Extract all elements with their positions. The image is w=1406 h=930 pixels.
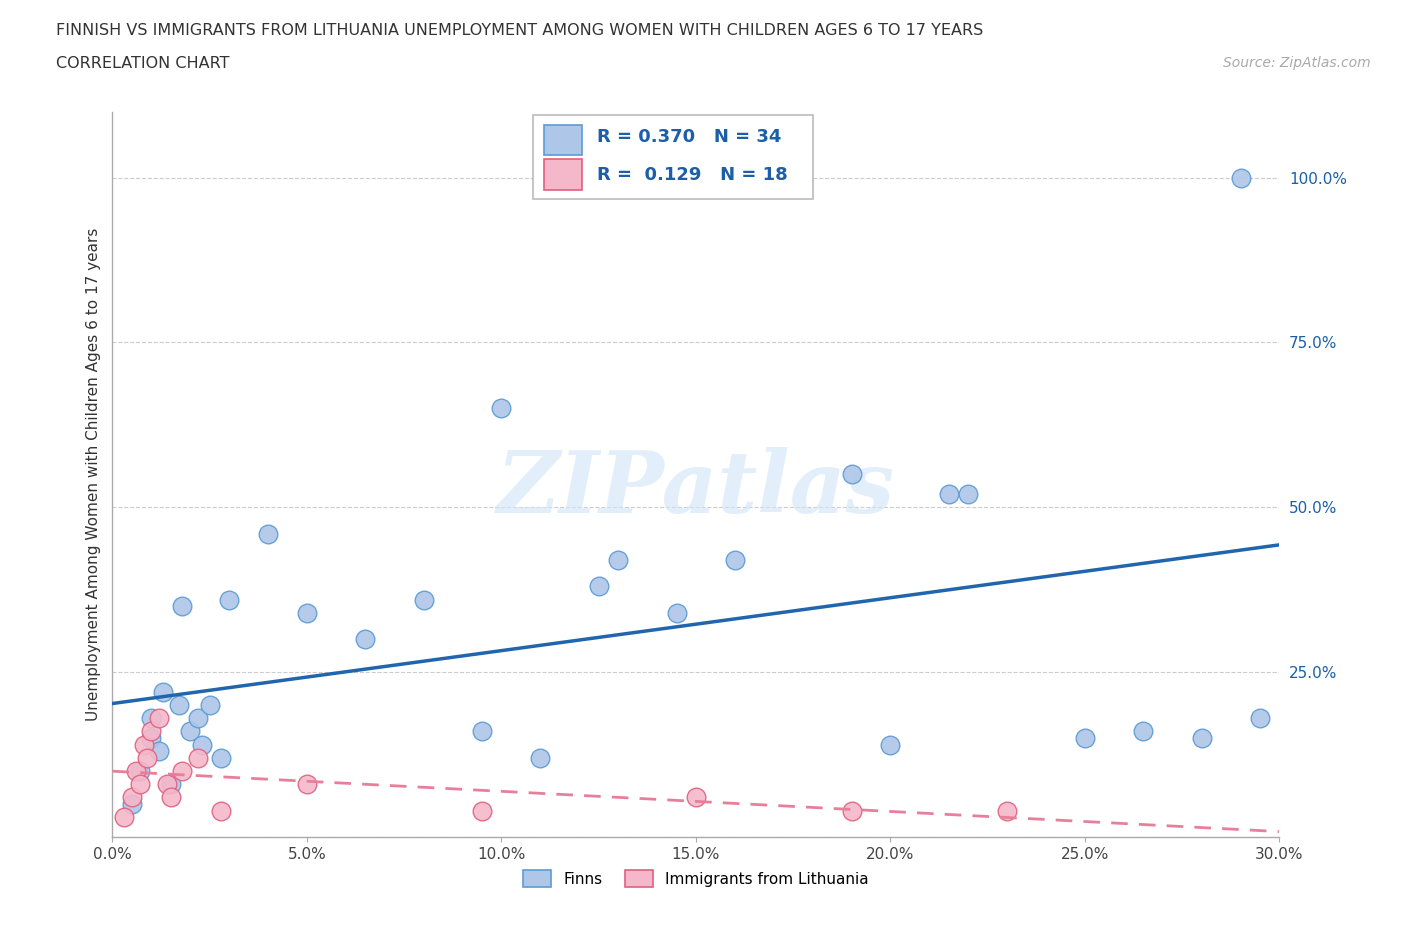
Point	[172, 764, 194, 778]
Point	[471, 724, 494, 739]
Point	[607, 552, 630, 567]
Point	[412, 592, 434, 607]
Text: FINNISH VS IMMIGRANTS FROM LITHUANIA UNEMPLOYMENT AMONG WOMEN WITH CHILDREN AGES: FINNISH VS IMMIGRANTS FROM LITHUANIA UNE…	[56, 23, 983, 38]
Point	[257, 526, 280, 541]
Point	[128, 777, 150, 791]
Point	[132, 737, 155, 752]
Point	[198, 698, 221, 712]
Point	[1229, 170, 1251, 185]
Point	[995, 804, 1018, 818]
Point	[295, 605, 318, 620]
Legend: Finns, Immigrants from Lithuania: Finns, Immigrants from Lithuania	[516, 863, 876, 895]
Point	[125, 764, 148, 778]
Text: R = 0.370   N = 34: R = 0.370 N = 34	[596, 128, 782, 146]
Point	[1074, 731, 1097, 746]
Point	[665, 605, 688, 620]
Point	[938, 486, 960, 501]
Point	[841, 467, 863, 482]
FancyBboxPatch shape	[544, 159, 582, 190]
Point	[112, 810, 135, 825]
Point	[167, 698, 190, 712]
Point	[354, 631, 377, 646]
Point	[588, 579, 610, 594]
Point	[160, 790, 183, 804]
Point	[156, 777, 179, 791]
Point	[529, 751, 551, 765]
Y-axis label: Unemployment Among Women with Children Ages 6 to 17 years: Unemployment Among Women with Children A…	[86, 228, 101, 721]
Point	[148, 711, 170, 725]
Point	[879, 737, 901, 752]
Point	[1191, 731, 1213, 746]
FancyBboxPatch shape	[544, 125, 582, 155]
Text: CORRELATION CHART: CORRELATION CHART	[56, 56, 229, 71]
Point	[295, 777, 318, 791]
Point	[128, 764, 150, 778]
Point	[724, 552, 747, 567]
Point	[187, 711, 209, 725]
FancyBboxPatch shape	[533, 115, 813, 199]
Point	[179, 724, 201, 739]
Point	[1249, 711, 1271, 725]
Point	[209, 804, 232, 818]
Point	[141, 731, 163, 746]
Text: R =  0.129   N = 18: R = 0.129 N = 18	[596, 166, 787, 184]
Point	[957, 486, 980, 501]
Point	[218, 592, 240, 607]
Point	[152, 684, 174, 699]
Point	[121, 790, 143, 804]
Point	[841, 804, 863, 818]
Point	[187, 751, 209, 765]
Point	[491, 401, 513, 416]
Point	[209, 751, 232, 765]
Point	[121, 797, 143, 812]
Point	[160, 777, 183, 791]
Text: Source: ZipAtlas.com: Source: ZipAtlas.com	[1223, 56, 1371, 70]
Point	[1132, 724, 1154, 739]
Text: ZIPatlas: ZIPatlas	[496, 447, 896, 530]
Point	[136, 751, 159, 765]
Point	[148, 744, 170, 759]
Point	[685, 790, 707, 804]
Point	[141, 711, 163, 725]
Point	[172, 599, 194, 614]
Point	[471, 804, 494, 818]
Point	[191, 737, 214, 752]
Point	[141, 724, 163, 739]
